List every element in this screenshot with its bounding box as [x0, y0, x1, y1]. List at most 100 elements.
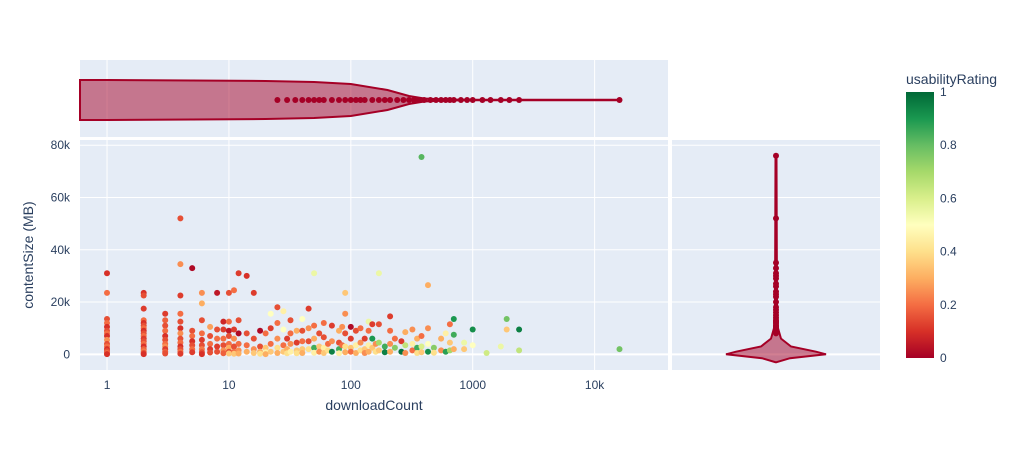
data-point — [369, 344, 376, 351]
data-point — [274, 335, 281, 342]
data-point — [425, 340, 431, 347]
data-point — [162, 322, 169, 329]
data-point — [198, 317, 205, 324]
data-point — [299, 338, 306, 345]
data-point — [280, 326, 287, 333]
data-point — [398, 338, 405, 345]
data-point — [409, 326, 416, 333]
top-violin-point — [406, 97, 412, 103]
data-point — [328, 322, 335, 329]
data-point — [320, 334, 327, 341]
data-point — [214, 326, 221, 333]
top-violin-point — [497, 97, 504, 103]
data-point — [438, 335, 445, 342]
top-violin-point — [342, 97, 349, 103]
top-violin-point — [450, 97, 457, 103]
data-point — [391, 344, 398, 351]
data-point — [320, 320, 327, 326]
data-point — [316, 330, 323, 337]
data-point — [299, 350, 306, 356]
right-violin — [725, 152, 827, 364]
data-point — [503, 326, 510, 333]
top-violin-point — [616, 97, 623, 103]
data-point — [430, 344, 437, 351]
data-point — [293, 327, 300, 334]
data-point — [342, 349, 349, 356]
top-violin-point — [421, 97, 428, 103]
data-point — [497, 343, 504, 350]
data-point — [267, 348, 274, 355]
y-tick-label: 80k — [51, 138, 71, 152]
data-point — [140, 292, 147, 299]
data-point — [357, 325, 364, 332]
data-point — [336, 350, 342, 357]
top-violin-point — [336, 97, 342, 103]
data-point — [225, 289, 232, 296]
data-point — [299, 316, 306, 322]
data-point — [189, 333, 196, 339]
data-point — [311, 344, 318, 351]
data-point — [347, 323, 354, 330]
data-point — [214, 343, 221, 350]
data-point — [262, 330, 269, 337]
data-point — [250, 335, 257, 342]
data-point — [140, 305, 147, 312]
data-point — [162, 310, 169, 317]
data-point — [425, 325, 431, 332]
data-point — [214, 335, 221, 342]
data-point — [461, 346, 468, 353]
data-point — [342, 289, 349, 296]
data-point — [267, 325, 274, 332]
data-point — [316, 343, 323, 350]
top-violin-point — [311, 97, 318, 103]
data-point — [189, 327, 196, 334]
data-point — [425, 348, 431, 355]
data-point — [387, 313, 394, 320]
data-point — [305, 338, 312, 345]
data-point — [189, 265, 196, 272]
top-violin-point — [375, 97, 382, 103]
x-axis-title: downloadCount — [325, 397, 422, 413]
data-point — [375, 347, 382, 354]
data-point — [293, 350, 300, 357]
data-point — [339, 323, 346, 330]
data-point — [305, 305, 312, 312]
data-point — [342, 343, 349, 350]
data-point — [287, 330, 294, 337]
data-point — [257, 327, 264, 334]
data-point — [177, 350, 184, 357]
data-point — [299, 327, 306, 334]
colorbar-tick-label: 0.8 — [940, 138, 957, 152]
y-tick-label: 20k — [51, 295, 71, 309]
data-point — [414, 335, 421, 342]
data-point — [347, 348, 354, 355]
data-point — [369, 335, 376, 342]
top-violin-point — [347, 97, 354, 103]
data-point — [311, 349, 318, 356]
data-point — [189, 349, 196, 356]
data-point — [243, 330, 250, 337]
data-point — [503, 316, 510, 322]
data-point — [177, 330, 184, 337]
top-violin-point — [381, 97, 388, 103]
top-violin-point — [411, 97, 417, 103]
data-point — [280, 308, 287, 315]
top-violin-point — [516, 97, 523, 103]
data-point — [381, 349, 388, 356]
data-point — [469, 342, 476, 349]
data-point — [235, 317, 242, 324]
top-violin-point — [394, 97, 401, 103]
y-tick-label: 0 — [63, 347, 70, 361]
data-point — [375, 321, 382, 328]
data-point — [225, 333, 232, 339]
data-point — [418, 154, 425, 160]
data-point — [418, 349, 425, 356]
data-point — [287, 348, 294, 355]
data-point — [352, 342, 359, 349]
data-point — [516, 326, 523, 333]
right-violin-point — [773, 330, 779, 337]
data-point — [225, 327, 232, 334]
top-violin-point — [400, 97, 407, 103]
right-violin-point — [773, 283, 779, 290]
